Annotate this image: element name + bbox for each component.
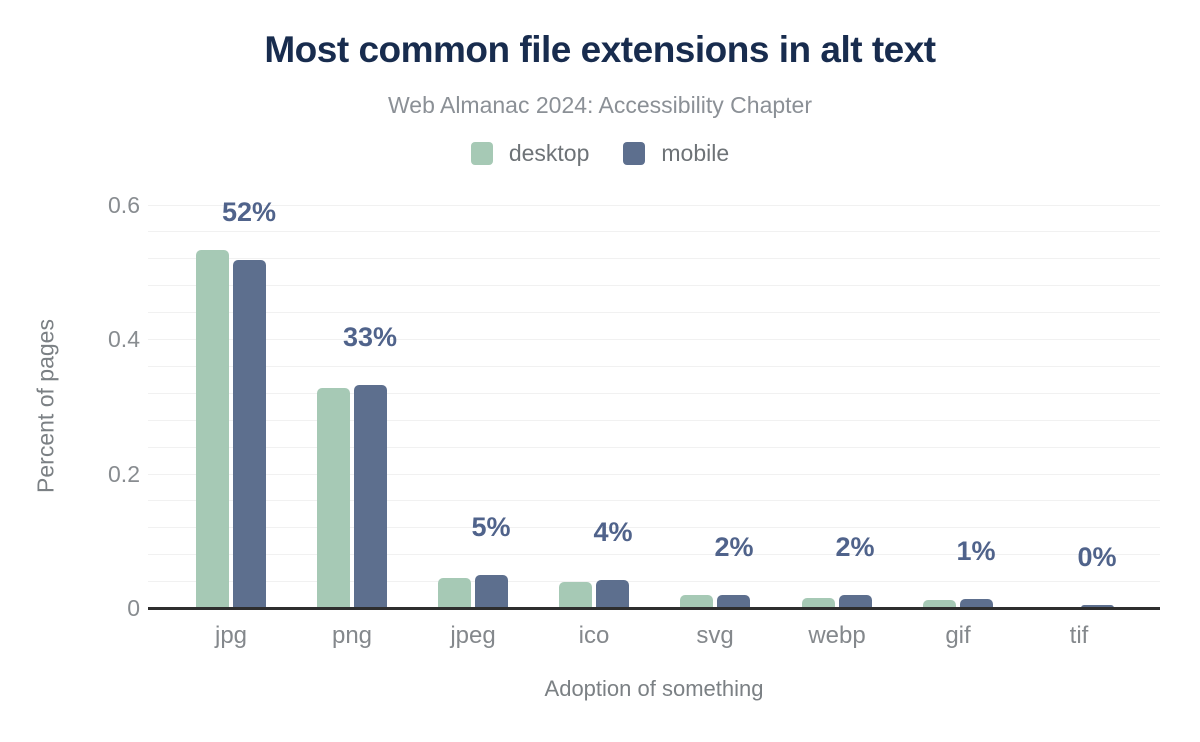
legend-item-desktop[interactable]: desktop <box>470 140 590 167</box>
bar-value-label-ico: 4% <box>593 517 633 547</box>
y-axis-title: Percent of pages <box>32 319 59 493</box>
y-tick-label: 0.2 <box>108 461 140 487</box>
chart-subtitle: Web Almanac 2024: Accessibility Chapter <box>387 92 813 118</box>
desktop-series-swatch <box>470 142 493 165</box>
bar-mobile-svg <box>717 595 750 608</box>
gridline <box>148 500 1160 501</box>
mobile-series-swatch <box>623 142 646 165</box>
gridline <box>148 258 1160 259</box>
bar-value-label-svg: 2% <box>714 532 754 562</box>
legend: desktop mobile <box>0 140 1200 167</box>
x-category-label-png: png <box>331 622 373 649</box>
x-category-label-ico: ico <box>578 622 610 649</box>
bar-value-label-gif: 1% <box>956 536 996 566</box>
bar-value-label-jpg: 52% <box>221 197 277 227</box>
x-axis-line <box>148 607 1160 610</box>
bar-desktop-jpeg <box>438 578 471 608</box>
bar-value-label-tif: 0% <box>1077 542 1117 572</box>
gridline <box>148 205 1160 206</box>
bar-desktop-jpg <box>196 249 229 608</box>
y-tick-label: 0.6 <box>108 192 140 218</box>
bar-mobile-tif <box>1081 604 1114 608</box>
bar-mobile-ico <box>596 580 629 608</box>
gridline <box>148 339 1160 340</box>
bar-value-label-webp: 2% <box>835 532 875 562</box>
bar-value-label-jpeg: 5% <box>471 512 511 542</box>
x-category-label-webp: webp <box>808 622 866 649</box>
legend-label-desktop: desktop <box>508 140 590 166</box>
x-axis-title: Adoption of something <box>544 676 764 701</box>
chart-title: Most common file extensions in alt text <box>264 29 936 70</box>
x-category-label-svg: svg <box>696 622 734 649</box>
legend-item-mobile[interactable]: mobile <box>623 140 729 167</box>
bar-desktop-svg <box>680 595 713 608</box>
bar-mobile-gif <box>960 599 993 608</box>
bar-desktop-png <box>317 388 350 608</box>
bar-mobile-jpg <box>233 259 266 608</box>
gridline <box>148 527 1160 528</box>
y-tick-label: 0.4 <box>108 326 140 352</box>
y-tick-label: 0 <box>127 595 140 621</box>
gridline <box>148 474 1160 475</box>
gridline <box>148 420 1160 421</box>
bar-mobile-png <box>354 384 387 608</box>
gridline <box>148 554 1160 555</box>
bar-desktop-webp <box>802 597 835 608</box>
gridline <box>148 393 1160 394</box>
bar-mobile-jpeg <box>475 575 508 608</box>
bar-mobile-webp <box>839 595 872 608</box>
x-category-label-gif: gif <box>945 622 971 649</box>
x-category-label-tif: tif <box>1069 622 1089 649</box>
gridline <box>148 581 1160 582</box>
bar-value-label-png: 33% <box>342 322 398 352</box>
x-category-label-jpg: jpg <box>214 622 248 649</box>
bar-desktop-ico <box>559 582 592 608</box>
gridline <box>148 312 1160 313</box>
gridline <box>148 285 1160 286</box>
legend-label-mobile: mobile <box>661 140 730 166</box>
gridline <box>148 231 1160 232</box>
gridline <box>148 366 1160 367</box>
bar-desktop-gif <box>923 599 956 608</box>
x-category-label-jpeg: jpeg <box>450 622 496 649</box>
gridline <box>148 447 1160 448</box>
